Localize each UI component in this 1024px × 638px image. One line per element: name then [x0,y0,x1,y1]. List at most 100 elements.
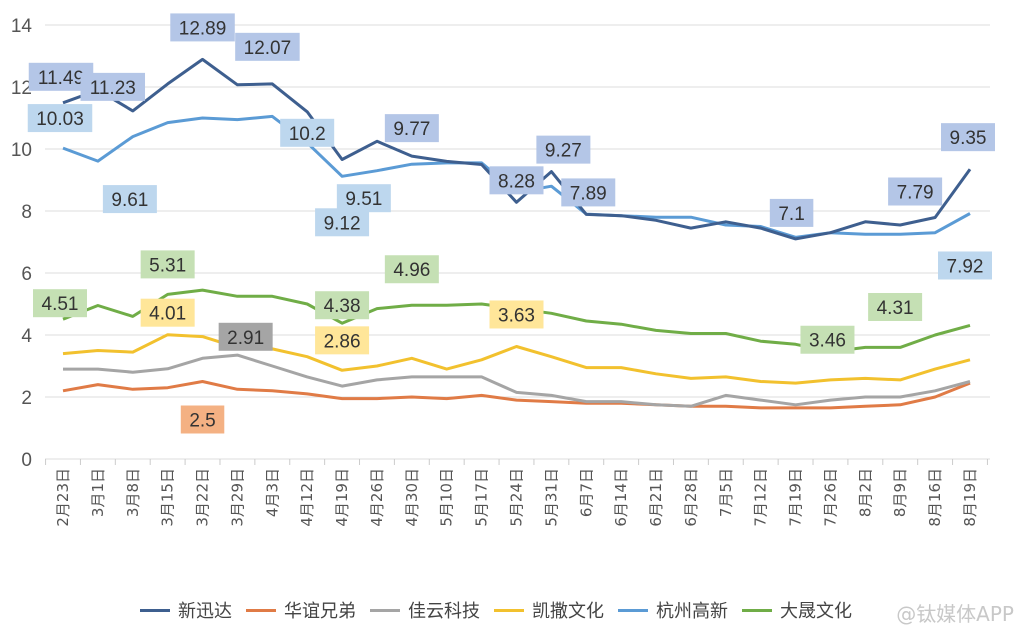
data-label: 9.35 [950,128,987,149]
x-tick-label: 4月30日 [403,468,421,527]
x-tick-label: 8月19日 [961,468,979,527]
watermark: @钛媒体APP [896,602,1014,626]
x-tick-label: 3月22日 [194,468,212,527]
data-label: 11.23 [90,78,136,99]
data-label: 2.86 [324,331,361,352]
data-label: 8.28 [498,171,535,192]
x-tick-label: 7月5日 [717,468,735,517]
data-label-box [140,298,195,327]
data-label-box [102,185,157,214]
x-tick-label: 5月24日 [508,468,526,527]
legend-label: 凯撒文化 [532,601,604,622]
data-labels: 11.49 11.23 12.89 12.07 9.77 8.28 9.27 7.89 7.1 7… [27,13,995,434]
data-label-box [140,250,195,279]
data-label: 5.31 [149,255,186,276]
data-label-box [938,251,992,280]
legend-swatch [494,608,524,612]
data-label: 9.12 [324,213,361,234]
x-tick-label: 4月19日 [333,468,351,527]
x-tick-label: 6月28日 [682,468,700,527]
data-label: 9.61 [111,190,148,211]
data-label-box [384,114,439,143]
data-label-box [280,118,335,147]
y-tick-label: 10 [11,140,32,161]
legend-label: 大晟文化 [780,601,852,622]
data-label-box [315,291,370,320]
y-tick-label: 6 [21,264,32,285]
grid [45,24,990,460]
x-tick-label: 7月26日 [821,468,839,527]
legend-swatch [140,608,170,612]
data-label: 7.79 [897,183,934,204]
legend-item: 新迅达 [140,597,232,623]
x-tick-label: 5月17日 [473,468,491,527]
data-label-box [868,293,923,321]
x-tick-label: 5月10日 [438,468,456,527]
x-axis: 2月23日 3月1日 3月8日 3月15日 3月22日 3月29日 4月3日 4月12日 4月1… [45,459,988,527]
x-tick-label: 6月7日 [577,468,595,517]
x-tick-label: 4月12日 [298,468,316,527]
data-label: 9.51 [345,189,382,210]
x-tick-label: 3月1日 [89,468,107,517]
y-tick-label: 12 [11,78,32,99]
data-label: 10.2 [289,124,326,145]
legend-item: 杭州高新 [618,597,728,623]
data-label-box [800,325,855,354]
data-label: 4.96 [393,260,430,281]
data-label-box [80,72,146,101]
data-label-box [336,184,391,213]
x-tick-label: 2月23日 [54,468,72,527]
x-tick-label: 3月15日 [159,468,177,527]
data-label-box [235,32,300,61]
legend-label: 华谊兄弟 [284,601,356,622]
data-label-box [769,198,814,227]
legend-swatch [370,608,400,612]
data-label: 4.01 [149,304,186,325]
data-label: 10.03 [36,109,84,130]
data-label-box [170,13,235,42]
data-label: 4.38 [324,296,361,317]
data-label: 2.5 [189,411,215,432]
legend-swatch [246,608,276,612]
series-lines [62,57,972,410]
data-label: 11.49 [38,68,84,89]
data-label-box [561,178,616,207]
data-label: 4.31 [877,298,914,319]
data-label-box [941,123,995,152]
x-tick-label: 3月8日 [124,468,142,517]
x-tick-label: 8月16日 [926,468,944,527]
data-label: 9.77 [393,119,430,140]
x-tick-label: 7月19日 [787,468,805,527]
legend-item: 凯撒文化 [494,597,604,623]
data-label-box [888,177,943,206]
x-tick-label: 5月31日 [542,468,560,527]
data-label-box [27,104,93,133]
y-axis: 0 2 4 6 8 10 12 14 [11,16,33,471]
x-tick-label: 6月21日 [647,468,665,527]
data-label: 9.27 [545,141,582,162]
x-tick-label: 3月29日 [228,468,246,527]
data-label: 3.63 [498,305,535,326]
legend: 新迅达 华谊兄弟 佳云科技 凯撒文化 杭州高新 大晟文化 [140,596,856,624]
data-label: 12.89 [179,18,227,39]
y-tick-label: 0 [21,450,32,471]
legend-item: 大晟文化 [742,597,852,623]
x-tick-label: 4月26日 [368,468,386,527]
y-tick-label: 4 [21,326,32,347]
x-tick-label: 8月9日 [891,468,909,517]
x-tick-label: 7月12日 [752,468,770,527]
data-label-box [315,326,370,355]
data-label: 7.1 [778,204,804,225]
data-label: 2.91 [227,328,264,349]
legend-item: 华谊兄弟 [246,597,356,623]
data-label-box [180,405,225,434]
legend-swatch [618,608,648,612]
data-label-box [315,208,370,237]
data-label: 7.89 [570,183,607,204]
data-label: 7.92 [947,256,984,277]
y-tick-label: 14 [11,16,33,37]
data-label-box [384,255,439,284]
data-label-box [489,300,544,329]
legend-swatch [742,608,772,612]
